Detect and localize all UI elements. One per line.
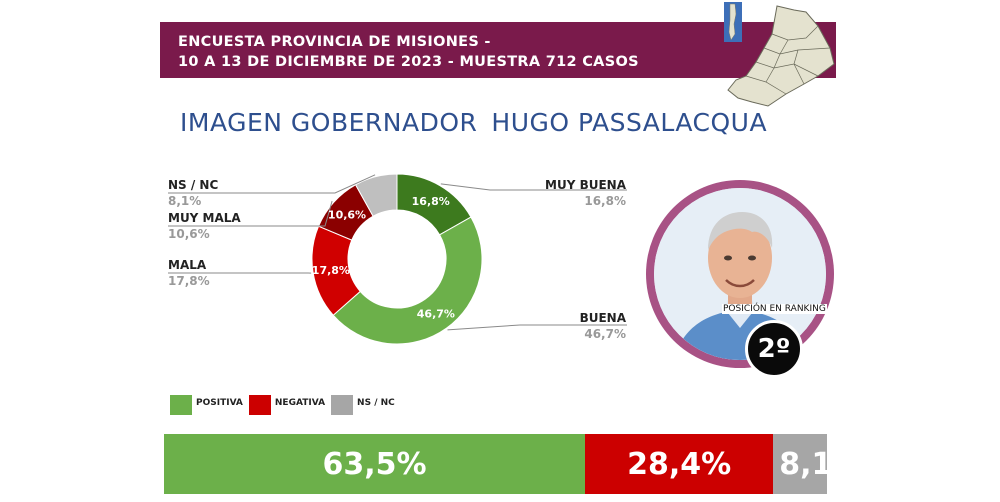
governor-photo-frame [646, 180, 834, 368]
stacked-bar: 63,5% 28,4% 8,1% [164, 434, 827, 494]
bar-legend: POSITIVA NEGATIVA NS / NC [170, 395, 401, 415]
leader-line-nsnc [168, 174, 376, 194]
header-banner: ENCUESTA PROVINCIA DE MISIONES - 10 A 13… [160, 22, 836, 78]
label-nsnc: NS / NC 8,1% [168, 178, 218, 208]
ranking-badge: 2º [745, 320, 803, 378]
legend-nsnc-swatch [331, 395, 354, 415]
label-mala-category: MALA [168, 258, 207, 272]
legend-nsnc: NS / NC [331, 395, 395, 415]
bar-segment-nsnc: 8,1% [773, 434, 827, 494]
label-mala-value: 17,8% [168, 274, 210, 288]
legend-positiva-label: POSITIVA [196, 398, 243, 408]
label-buena: BUENA 46,7% [580, 311, 626, 341]
legend-negativa-swatch [248, 395, 271, 415]
label-muy-mala-value: 10,6% [168, 227, 210, 241]
ranking-label: POSICIÓN EN RANKING [722, 304, 827, 314]
title-prefix: IMAGEN GOBERNADOR [180, 108, 478, 137]
page-title: IMAGEN GOBERNADOR HUGO PASSALACQUA [180, 108, 767, 137]
title-name: HUGO PASSALACQUA [491, 108, 768, 137]
leader-line-muy-mala [168, 200, 333, 227]
misiones-map-icon [724, 2, 835, 107]
label-muy-buena: MUY BUENA 16,8% [545, 178, 626, 208]
header-line-1: ENCUESTA PROVINCIA DE MISIONES - [178, 34, 491, 50]
legend-negativa: NEGATIVA [248, 395, 326, 415]
label-muy-buena-value: 16,8% [584, 194, 626, 208]
label-buena-category: BUENA [579, 311, 626, 325]
label-muy-mala-category: MUY MALA [168, 211, 241, 225]
legend-nsnc-label: NS / NC [357, 398, 395, 408]
label-nsnc-value: 8,1% [168, 194, 202, 208]
legend-negativa-label: NEGATIVA [274, 398, 326, 408]
donut-slice-nsnc [354, 173, 398, 217]
label-buena-value: 46,7% [584, 327, 626, 341]
bar-segment-positiva: 63,5% [164, 434, 585, 494]
governor-photo [654, 188, 826, 360]
donut-slice-label-buena: 46,7% [417, 308, 455, 321]
legend-positiva: POSITIVA [170, 395, 243, 415]
header-line-2: 10 A 13 DE DICIEMBRE DE 2023 - MUESTRA 7… [178, 54, 639, 70]
donut-slice-buena [332, 216, 483, 345]
label-muy-buena-category: MUY BUENA [545, 178, 626, 192]
legend-positiva-swatch [170, 395, 192, 415]
leader-line-buena [447, 324, 627, 331]
donut-slice-label-muy-buena: 16,8% [412, 195, 450, 208]
portrait-illustration [654, 188, 826, 360]
label-nsnc-category: NS / NC [168, 178, 219, 192]
label-muy-mala: MUY MALA 10,6% [168, 211, 241, 241]
label-mala: MALA 17,8% [168, 258, 210, 288]
donut-slice-label-mala: 17,8% [312, 264, 350, 277]
donut-slice-label-muy-mala: 10,6% [328, 208, 366, 221]
bar-segment-negativa: 28,4% [585, 434, 774, 494]
leader-line-muy-buena [440, 183, 627, 191]
